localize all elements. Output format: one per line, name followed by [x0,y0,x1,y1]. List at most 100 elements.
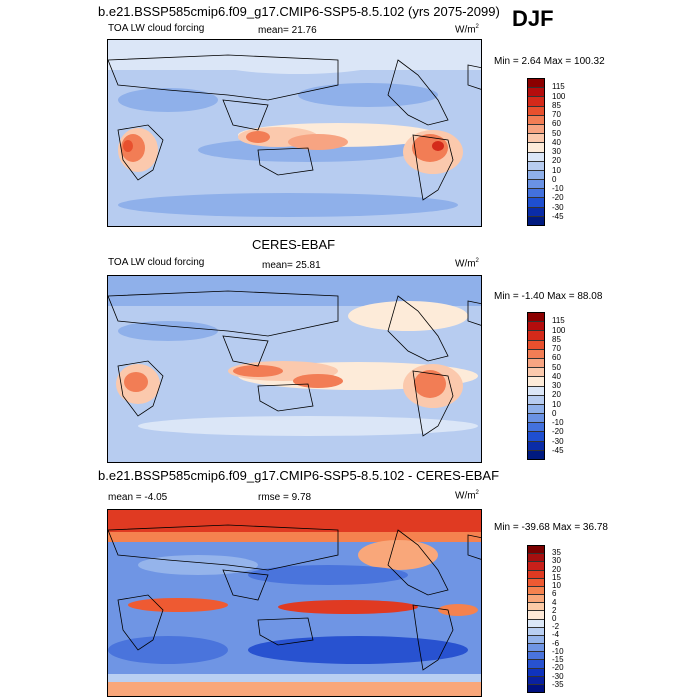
colorbar-swatch [528,627,544,636]
colorbar-swatch [528,143,544,153]
colorbar-swatch [528,578,544,587]
panel1-field-label: TOA LW cloud forcing [108,23,205,34]
panel2-contour-field [108,276,481,462]
colorbar-swatch [528,386,544,396]
colorbar-level-label: 100 [552,325,566,335]
colorbar-swatch [528,668,544,677]
panel1-minmax: Min = 2.64 Max = 100.32 [494,56,605,67]
colorbar-swatch [528,313,544,323]
panel1-units: W/m2 [455,24,479,36]
colorbar-swatch [528,652,544,661]
colorbar-swatch [528,619,544,628]
colorbar-level-label: 10 [552,165,561,175]
colorbar-swatch [528,368,544,378]
colorbar-swatch [528,660,544,669]
panel1-mean: mean= 21.76 [258,25,317,36]
colorbar-level-label: -35 [552,679,564,689]
colorbar-level-label: 10 [552,399,561,409]
colorbar-swatch [528,395,544,405]
colorbar-swatch [528,134,544,144]
colorbar-swatch [528,340,544,350]
colorbar-level-label: 60 [552,353,561,363]
colorbar-swatch [528,79,544,89]
colorbar-level-label: 85 [552,100,561,110]
season-label: DJF [512,6,554,31]
panel2-units: W/m2 [455,258,479,270]
colorbar-level-label: 2 [552,605,557,615]
colorbar-swatch [528,586,544,596]
colorbar-level-label: 85 [552,334,561,344]
colorbar-level-label: 10 [552,581,561,591]
colorbar-swatch [528,216,544,225]
panel2-map [107,275,482,463]
colorbar-level-label: 0 [552,614,557,623]
panel1-title: b.e21.BSSP585cmip6.f09_g17.CMIP6-SSP5-8.… [98,4,500,19]
colorbar-level-label: -15 [552,655,564,665]
colorbar-level-label: 30 [552,556,561,566]
colorbar-swatch [528,635,544,645]
colorbar-level-label: 4 [552,597,557,607]
panel2-minmax: Min = -1.40 Max = 88.08 [494,291,603,302]
colorbar-level-label: -30 [552,202,564,212]
panel3-contour-field [108,510,481,696]
colorbar-level-label: 40 [552,137,561,147]
panel3-minmax: Min = -39.68 Max = 36.78 [494,522,608,533]
colorbar-level-label: 50 [552,128,561,138]
panel2-title: CERES-EBAF [252,237,336,252]
colorbar-level-label: -10 [552,184,564,193]
panel3-mean: mean = -4.05 [108,492,168,503]
colorbar-swatch [528,423,544,433]
colorbar-level-label: 0 [552,174,557,184]
colorbar-level-label: 0 [552,408,557,418]
colorbar-level-label: 30 [552,381,561,390]
colorbar-swatch [528,124,544,135]
panel1-colorbar [527,78,545,226]
colorbar-level-label: 100 [552,91,566,101]
colorbar-level-label: 40 [552,371,561,381]
colorbar-swatch [528,152,544,162]
colorbar-swatch [528,570,544,579]
colorbar-level-label: 20 [552,390,561,400]
colorbar-swatch [528,106,544,116]
colorbar-swatch [528,322,544,332]
colorbar-swatch [528,170,544,181]
colorbar-swatch [528,644,544,653]
panel2-mean: mean= 25.81 [262,260,321,271]
colorbar-level-label: -45 [552,445,564,455]
colorbar-swatch [528,161,544,171]
colorbar-level-label: 20 [552,564,561,574]
panel1-contour-field [108,40,481,226]
colorbar-swatch [528,603,544,612]
colorbar-swatch [528,207,544,217]
colorbar-swatch [528,331,544,341]
colorbar-swatch [528,358,544,369]
colorbar-swatch [528,684,544,693]
colorbar-level-label: -6 [552,638,560,648]
colorbar-level-label: -4 [552,630,560,640]
colorbar-level-label: -30 [552,671,564,681]
colorbar-swatch [528,97,544,107]
colorbar-swatch [528,432,544,442]
panel2-colorbar [527,312,545,460]
panel3-title: b.e21.BSSP585cmip6.f09_g17.CMIP6-SSP5-8.… [98,468,500,483]
colorbar-swatch [528,377,544,387]
colorbar-swatch [528,554,544,563]
colorbar-swatch [528,115,544,125]
colorbar-level-label: -30 [552,436,564,446]
panel2-field-label: TOA LW cloud forcing [108,257,205,268]
colorbar-level-label: 70 [552,110,561,119]
colorbar-swatch [528,441,544,451]
colorbar-level-label: -20 [552,427,564,437]
colorbar-swatch [528,88,544,98]
colorbar-swatch [528,198,544,208]
colorbar-level-label: -20 [552,193,564,203]
colorbar-level-label: 6 [552,589,557,599]
colorbar-swatch [528,546,544,555]
panel3-colorbar [527,545,545,693]
colorbar-level-label: -20 [552,663,564,673]
colorbar-level-label: -10 [552,646,564,656]
colorbar-level-label: 115 [552,316,565,326]
colorbar-swatch [528,404,544,415]
colorbar-swatch [528,611,544,620]
colorbar-level-label: 30 [552,147,561,156]
